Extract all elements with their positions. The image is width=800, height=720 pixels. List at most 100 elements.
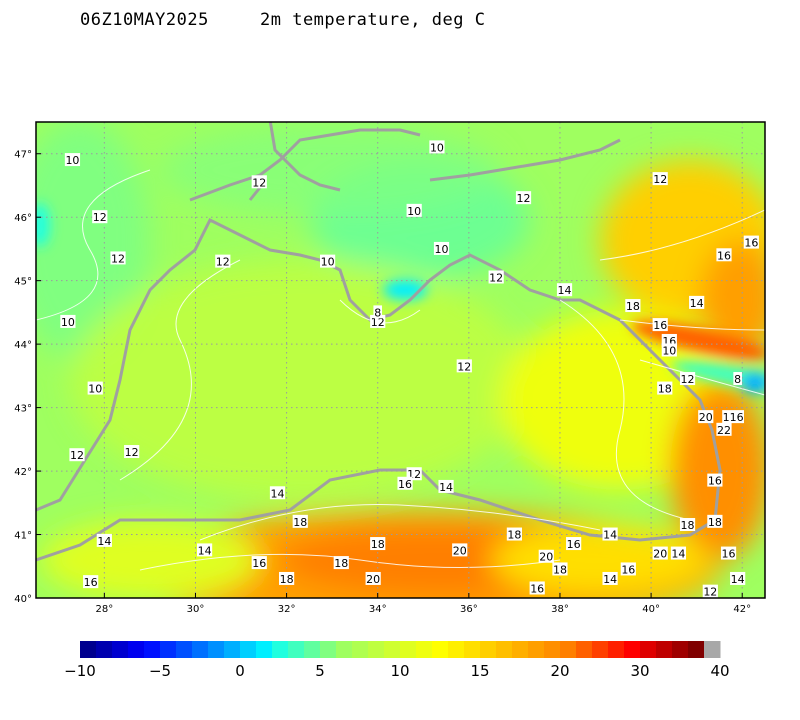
contour-label-bg <box>333 556 349 570</box>
contour-label-bg <box>96 533 112 547</box>
contour-label-bg <box>370 537 386 551</box>
contour-label-bg <box>670 546 687 560</box>
lat-tick-label: 43° <box>14 404 32 415</box>
colorbar-swatch <box>336 641 353 658</box>
contour-label: 20 <box>699 411 713 424</box>
contour-label: 16 <box>398 478 412 491</box>
contour-label: 10 <box>61 316 75 329</box>
contour-label-bg <box>679 518 696 532</box>
contour-label: 10 <box>65 154 79 167</box>
colorbar-tick-label: 10 <box>390 662 409 680</box>
contour-label: 20 <box>366 573 380 586</box>
contour-label: 12 <box>111 252 125 265</box>
colorbar-swatch <box>112 641 129 658</box>
lon-tick-label: 40° <box>642 604 660 615</box>
colorbar-tick-label: 30 <box>630 662 649 680</box>
contour-label: 14 <box>731 573 745 586</box>
colorbar-swatch <box>432 641 449 658</box>
contour-label-bg <box>707 514 723 528</box>
map-frame <box>35 121 766 599</box>
contour-label-bg <box>488 270 504 284</box>
contour-label-bg <box>429 140 445 154</box>
contour-label: 12 <box>517 192 531 205</box>
lon-tick-label: 34° <box>369 604 387 615</box>
contour-label: 10 <box>435 243 449 256</box>
contour-label-bg <box>64 153 81 167</box>
contour-label-bg <box>456 359 472 373</box>
contour-label: 10 <box>88 383 102 396</box>
colorbar-swatch <box>96 641 113 658</box>
contour-label-bg <box>87 381 103 395</box>
colorbar-swatch <box>240 641 257 658</box>
colorbar-swatch <box>368 641 385 658</box>
lat-tick-label: 47° <box>14 150 32 161</box>
contour-label: 12 <box>703 586 717 599</box>
lat-tick-label: 44° <box>14 340 32 351</box>
contour-label: 10 <box>321 256 335 269</box>
contour-label-bg <box>556 283 573 297</box>
contour-label: 8 <box>734 373 741 386</box>
contour-label: 14 <box>603 529 617 542</box>
contour-label-bg <box>698 410 714 424</box>
colorbar-swatch <box>672 641 689 658</box>
colorbar-tick-label: 20 <box>550 662 569 680</box>
contour-label: 22 <box>717 424 731 437</box>
contour-label: 8 <box>374 306 381 319</box>
colorbar-swatch <box>496 641 513 658</box>
contour-label-bg <box>438 479 454 493</box>
contour-label: 12 <box>371 316 385 329</box>
contour-label: 10 <box>407 205 421 218</box>
contour-label-bg <box>743 235 759 249</box>
colorbar-swatch <box>272 641 289 658</box>
contour-label-bg <box>92 210 108 224</box>
contour-label-bg <box>506 527 523 541</box>
contour-label: 16 <box>621 563 635 576</box>
contour-label: 18 <box>293 516 307 529</box>
contour-label-bg <box>365 571 381 585</box>
colorbar-swatch <box>656 641 673 658</box>
contour-label-bg <box>269 486 286 500</box>
contour-label-bg <box>278 571 295 585</box>
colorbar-swatch <box>560 641 577 658</box>
colorbar-swatch <box>512 641 529 658</box>
lat-tick-label: 46° <box>14 213 32 224</box>
contour-label-bg <box>720 546 737 560</box>
colorbar-swatch <box>608 641 625 658</box>
contour-label-bg <box>652 546 668 560</box>
contour-label-bg <box>406 203 422 217</box>
contour-label-bg <box>657 381 673 395</box>
colorbar-tick-label: −10 <box>64 662 96 680</box>
colorbar-swatch <box>192 641 209 658</box>
colorbar-tick-label: −5 <box>149 662 171 680</box>
contour-label: 16 <box>717 249 731 262</box>
lon-tick-label: 38° <box>551 604 569 615</box>
colorbar-swatch <box>592 641 609 658</box>
contour-label-bg <box>452 543 468 557</box>
colorbar-swatch <box>304 641 321 658</box>
lon-tick-label: 42° <box>733 604 751 615</box>
contour-label: 14 <box>198 544 212 557</box>
colorbar-swatch <box>256 641 273 658</box>
colorbar-swatch <box>80 641 97 658</box>
colorbar-swatch <box>224 641 241 658</box>
lat-tick-label: 40° <box>14 594 32 605</box>
contour-label-bg <box>515 191 532 205</box>
contour-label: 12 <box>252 176 266 189</box>
colorbar-swatch <box>704 641 721 658</box>
colorbar-swatch <box>688 641 705 658</box>
contour-label: 12 <box>93 211 107 224</box>
lat-tick-label: 45° <box>14 277 32 288</box>
contour-label: 20 <box>453 544 467 557</box>
lon-tick-label: 32° <box>278 604 296 615</box>
lon-tick-label: 36° <box>460 604 478 615</box>
contour-label: 16 <box>530 582 544 595</box>
contour-label-bg <box>60 314 76 328</box>
colorbar-swatch <box>320 641 337 658</box>
contour-label-bg <box>652 172 668 186</box>
lon-tick-label: 30° <box>187 604 205 615</box>
contour-label: 12 <box>457 360 471 373</box>
contour-label: 14 <box>690 297 704 310</box>
latitude-axis: 40° 41° 42° 43° 44° 45° 46° 47° <box>14 150 41 605</box>
contour-label: 18 <box>371 538 385 551</box>
contour-label-bg <box>433 241 450 255</box>
